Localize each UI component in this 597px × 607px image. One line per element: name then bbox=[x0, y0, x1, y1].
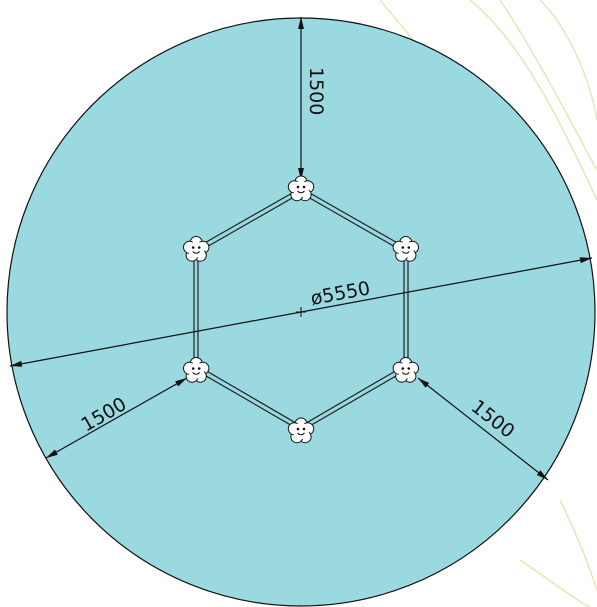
post-flower-icon bbox=[287, 417, 315, 444]
post-flower-icon bbox=[392, 357, 419, 383]
top-dimension-label: 1500 bbox=[305, 67, 327, 115]
bottom-left-dimension-line bbox=[45, 377, 188, 459]
post-flower-icon bbox=[392, 236, 419, 262]
post-flower-icon bbox=[287, 175, 315, 202]
bottom-right-dimension-line bbox=[417, 377, 549, 481]
diameter-dimension-line bbox=[9, 257, 593, 367]
post-flower-icon bbox=[182, 236, 210, 262]
post-flower-icon bbox=[182, 357, 210, 383]
posts bbox=[182, 175, 419, 444]
